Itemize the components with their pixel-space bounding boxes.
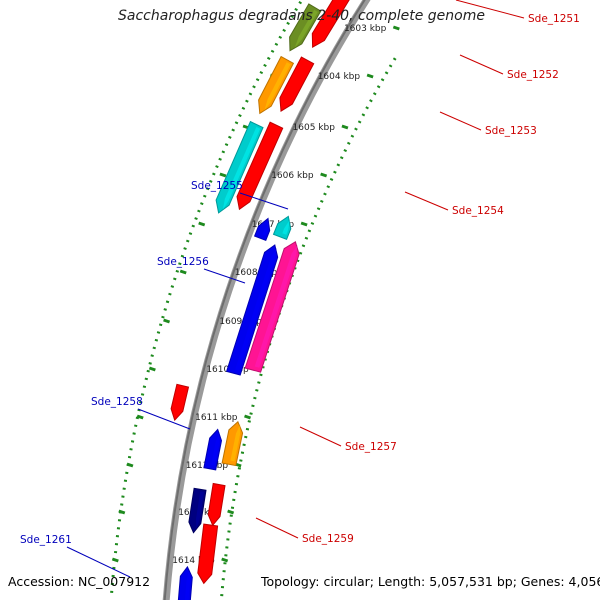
gene-label-Sde_1255[interactable]: Sde_1255	[191, 180, 243, 192]
scale-major-tick-outer	[111, 557, 119, 563]
gene-arrow-highlight	[264, 62, 291, 111]
gene-leader-line	[239, 192, 289, 210]
gene-leader-line	[137, 408, 191, 430]
gene-arrow-Sde_1258-blue-arrow[interactable]	[203, 428, 223, 471]
scale-label: 1614 kbp	[172, 556, 215, 566]
gene-arrow-highlight	[215, 486, 223, 522]
gene-arrow-Sde_1260-red-arrow[interactable]	[197, 523, 219, 585]
accession-text: Accession: NC_007912	[8, 574, 151, 589]
scale-label: 1609 kbp	[219, 317, 262, 327]
gene-label-Sde_1257[interactable]: Sde_1257	[345, 441, 397, 453]
gene-arrow-highlight	[235, 247, 277, 371]
scale-label: 1608 kbp	[235, 268, 278, 278]
gene-arrow-highlight	[211, 432, 220, 466]
gene-arrow-Sde_1254-red-arrow[interactable]	[236, 121, 284, 211]
gene-arrow-highlight	[243, 127, 280, 207]
gene-arrow-highlight	[254, 244, 298, 368]
gene-arrow-highlight	[196, 491, 204, 529]
gene-leader-line	[255, 517, 299, 539]
scale-major-tick-inner	[227, 509, 235, 515]
gene-arrow-Sde_1255-blue-arrow[interactable]	[253, 217, 271, 242]
gene-arrow-highlight	[317, 0, 347, 45]
scale-major-tick-inner	[300, 221, 308, 227]
gene-arrow-Sde_1259-arrow[interactable]	[188, 487, 207, 534]
gene-arrow-Sde_1261-arrow[interactable]	[177, 565, 193, 604]
gene-leader-line	[203, 268, 246, 284]
gene-label-Sde_1253[interactable]: Sde_1253	[485, 125, 537, 137]
gene-arrow-highlight	[184, 569, 191, 604]
gene-arrow-highlight	[282, 219, 291, 235]
scale-major-tick-inner	[244, 414, 251, 420]
gene-arrow-highlight	[285, 62, 311, 109]
map-title: Saccharophagus degradans 2-40, complete …	[118, 8, 485, 24]
scale-major-tick-outer	[219, 172, 227, 178]
scale-major-tick-outer	[136, 414, 144, 420]
gene-arrow-Sde_1251-arrow[interactable]	[311, 0, 360, 49]
scale-major-tick-outer	[198, 221, 206, 227]
gene-leader-line	[66, 546, 131, 578]
scale-major-tick-outer	[179, 269, 187, 275]
backbone-edge	[163, 0, 366, 604]
gene-arrow-Sde_1252-arrow[interactable]	[289, 3, 322, 52]
gene-arrow-Sde_1253-arrow[interactable]	[258, 55, 295, 115]
gene-label-Sde_1258[interactable]: Sde_1258	[91, 396, 143, 408]
gene-leader-line	[459, 54, 504, 75]
gene-leader-line	[404, 191, 449, 211]
scale-major-tick-inner	[320, 172, 328, 178]
gene-arrow-Sde_1255-arrow[interactable]	[272, 215, 292, 241]
gene-leader-line	[439, 111, 482, 131]
gene-arrow-Sde_1256-blue-arrow[interactable]	[225, 244, 279, 376]
scale-major-tick-outer	[126, 462, 134, 468]
gene-label-Sde_1256[interactable]: Sde_1256	[157, 256, 209, 268]
gene-arrow-Sde_1258-arrow[interactable]	[221, 420, 244, 467]
gene-arrow-Sde_1252-red-arrow[interactable]	[279, 56, 315, 112]
scale-major-tick-outer	[148, 366, 156, 372]
gene-arrow-Sde_1254-arrow[interactable]	[215, 120, 264, 214]
gene-label-Sde_1254[interactable]: Sde_1254	[452, 205, 504, 217]
gene-label-Sde_1252[interactable]: Sde_1252	[507, 69, 559, 81]
gene-arrow-Sde_1257-arrow[interactable]	[170, 383, 190, 422]
gene-label-Sde_1261[interactable]: Sde_1261	[20, 534, 72, 546]
gene-label-Sde_1251[interactable]: Sde_1251	[528, 13, 580, 25]
gene-leader-line	[299, 426, 342, 447]
genome-summary-text: Topology: circular; Length: 5,057,531 bp…	[261, 574, 600, 589]
gene-arrow-Sde_1256-arrow[interactable]	[244, 241, 300, 373]
scale-label: 1604 kbp	[318, 72, 361, 82]
gene-arrow-highlight	[294, 9, 318, 48]
scale-major-tick-inner	[221, 557, 229, 563]
gene-arrow-highlight	[230, 424, 241, 462]
gene-leader-line	[455, 0, 525, 19]
scale-major-tick-outer	[118, 509, 126, 515]
backbone-line	[162, 0, 371, 604]
scale-label: 1611 kbp	[195, 413, 238, 423]
gene-arrow-highlight	[262, 221, 270, 236]
scale-major-tick-outer	[163, 318, 171, 324]
scale-label: 1605 kbp	[293, 123, 336, 133]
scale-label: 1607 kbp	[252, 220, 295, 230]
gene-arrow-Sde_1259-red-arrow[interactable]	[207, 482, 226, 527]
scale-major-tick-inner	[392, 25, 400, 31]
gene-arrow-highlight	[205, 527, 216, 580]
gene-label-Sde_1259[interactable]: Sde_1259	[302, 533, 354, 545]
gene-arrow-highlight	[178, 387, 187, 417]
scale-major-tick-inner	[341, 124, 349, 130]
scale-label: 1603 kbp	[344, 24, 387, 34]
gene-arrow-highlight	[222, 126, 261, 210]
scale-label: 1606 kbp	[271, 171, 314, 181]
scale-major-tick-inner	[366, 73, 374, 79]
